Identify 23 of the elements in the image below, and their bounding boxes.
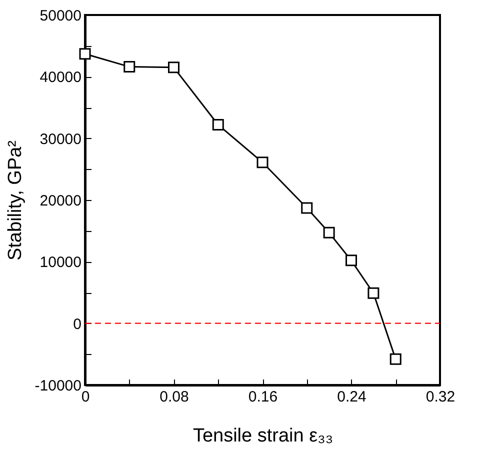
point: [346, 254, 357, 266]
x-tick-label: 0.08: [160, 388, 189, 406]
point: [124, 61, 136, 73]
point: [323, 226, 335, 238]
point: [168, 62, 180, 74]
y-tick-label: 10000: [40, 254, 82, 272]
y-tick-label: 20000: [40, 192, 82, 210]
y-axis-title: Stability, GPa²: [4, 140, 26, 261]
point: [368, 287, 380, 299]
x-tick-label: 0.16: [248, 388, 278, 406]
x-tick-label: 0.32: [426, 388, 456, 406]
point: [301, 202, 313, 214]
y-tick-label: -10000: [34, 378, 82, 394]
y-tick-label: 50000: [40, 8, 82, 24]
point: [79, 48, 91, 60]
y-tick-label: 0: [73, 316, 82, 333]
x-axis-title: Tensile strain ε₃₃: [192, 426, 334, 446]
point: [212, 119, 224, 131]
point: [390, 353, 402, 365]
y-tick-label: 30000: [40, 130, 82, 148]
point: [256, 156, 268, 168]
y-tick-label: 40000: [40, 69, 82, 86]
x-tick-label: 0.24: [337, 388, 366, 406]
